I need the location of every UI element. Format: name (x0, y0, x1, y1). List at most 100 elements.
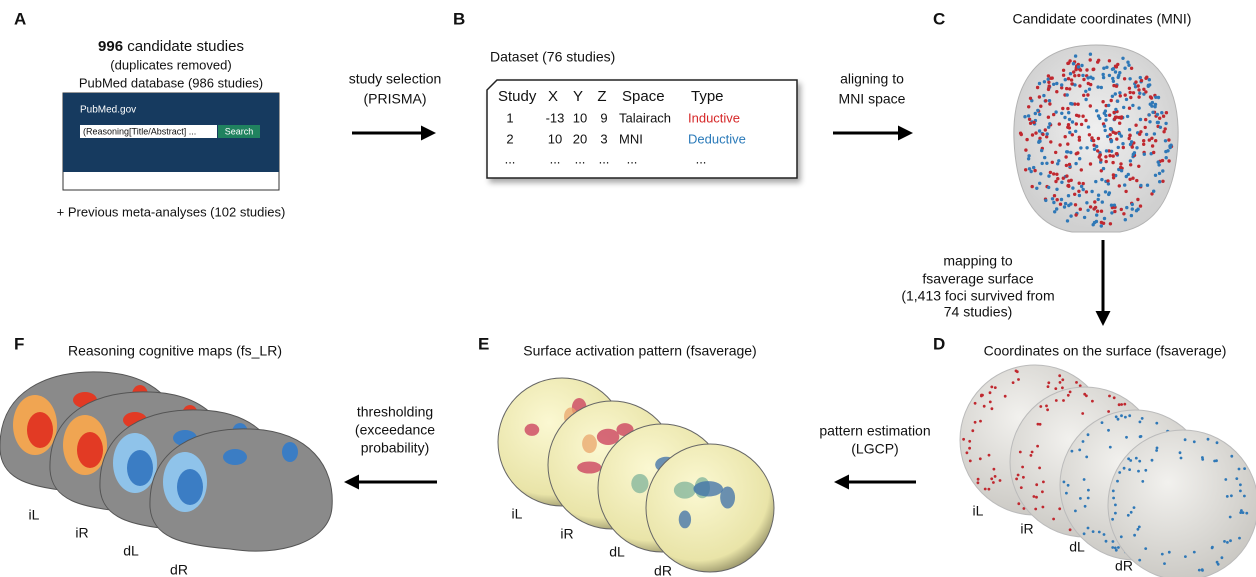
focus-dot (977, 481, 980, 484)
focus-dot (1047, 381, 1050, 384)
focus-dot (1082, 78, 1085, 81)
focus-dot (1027, 114, 1030, 117)
panel-a-heading: 996 candidate studies (98, 38, 244, 55)
panel-title: Coordinates on the surface (fsaverage) (984, 343, 1227, 359)
focus-dot (1127, 173, 1130, 176)
sphere-label: iL (512, 506, 523, 522)
focus-dot (1148, 120, 1151, 123)
focus-dot (1122, 146, 1125, 149)
focus-dot (1134, 80, 1137, 83)
focus-dot (1230, 455, 1233, 458)
focus-dot (1064, 78, 1067, 81)
focus-dot (1117, 146, 1120, 149)
focus-dot (1138, 133, 1141, 136)
panel-title: Candidate coordinates (MNI) (1013, 11, 1192, 27)
focus-dot (1012, 381, 1015, 384)
focus-dot (1070, 78, 1073, 81)
focus-dot (1024, 148, 1027, 151)
focus-dot (1025, 138, 1028, 141)
focus-dot (1207, 438, 1210, 441)
brain-label: dL (123, 543, 139, 559)
focus-dot (1047, 174, 1050, 177)
focus-dot (1213, 460, 1216, 463)
focus-dot (1020, 486, 1023, 489)
focus-dot (1112, 154, 1115, 157)
focus-dot (1090, 190, 1093, 193)
focus-dot (1074, 213, 1077, 216)
focus-dot (1112, 84, 1115, 87)
focus-dot (1130, 511, 1133, 514)
focus-dot (1067, 484, 1070, 487)
focus-dot (1078, 138, 1081, 141)
focus-dot (1128, 137, 1131, 140)
focus-dot (1066, 126, 1069, 129)
focus-dot (1180, 457, 1183, 460)
focus-dot (1115, 137, 1118, 140)
focus-dot (1078, 157, 1081, 160)
focus-dot (1114, 547, 1117, 550)
focus-dot (1087, 489, 1090, 492)
focus-dot (1104, 155, 1107, 158)
focus-dot (1107, 410, 1110, 413)
focus-dot (1139, 118, 1142, 121)
focus-dot (1125, 98, 1128, 101)
focus-dot (984, 488, 987, 491)
focus-dot (1102, 76, 1105, 79)
focus-dot (1085, 456, 1088, 459)
focus-dot (1048, 102, 1051, 105)
focus-dot (1038, 182, 1041, 185)
focus-dot (1104, 190, 1107, 193)
focus-dot (1053, 210, 1056, 213)
focus-dot (1079, 497, 1082, 500)
focus-dot (1144, 90, 1147, 93)
focus-dot (1035, 187, 1038, 190)
focus-dot (1063, 116, 1066, 119)
cortex-activation (282, 442, 298, 462)
focus-dot (1052, 113, 1055, 116)
focus-dot (1022, 476, 1025, 479)
focus-dot (1137, 88, 1140, 91)
focus-dot (1068, 118, 1071, 121)
focus-dot (1041, 133, 1044, 136)
focus-dot (1144, 77, 1147, 80)
table-cell: ... (627, 151, 638, 166)
panel-title: Reasoning cognitive maps (fs_LR) (68, 343, 282, 359)
focus-dot (1104, 129, 1107, 132)
focus-dot (1031, 451, 1034, 454)
activation-blob (693, 481, 723, 496)
focus-dot (1154, 139, 1157, 142)
focus-dot (1243, 467, 1246, 470)
focus-dot (1123, 467, 1126, 470)
arrow-label: (exceedance (355, 422, 435, 438)
focus-dot (1139, 421, 1142, 424)
focus-dot (1161, 159, 1164, 162)
focus-dot (1114, 65, 1117, 68)
focus-dot (1063, 481, 1066, 484)
focus-dot (1117, 546, 1120, 549)
focus-dot (1086, 209, 1089, 212)
focus-dot (1098, 531, 1101, 534)
focus-dot (1017, 378, 1020, 381)
focus-dot (1040, 149, 1043, 152)
focus-dot (1043, 80, 1046, 83)
focus-dot (1129, 159, 1132, 162)
focus-dot (1097, 59, 1100, 62)
focus-dot (1074, 162, 1077, 165)
focus-dot (1047, 116, 1050, 119)
focus-dot (1118, 71, 1121, 74)
focus-dot (1072, 62, 1075, 65)
focus-dot (1100, 178, 1103, 181)
focus-dot (1105, 66, 1108, 69)
focus-dot (1085, 201, 1088, 204)
focus-dot (1149, 95, 1152, 98)
focus-dot (1110, 99, 1113, 102)
focus-dot (1224, 478, 1227, 481)
focus-dot (1055, 188, 1058, 191)
focus-dot (1077, 74, 1080, 77)
focus-dot (1092, 207, 1095, 210)
focus-dot (1103, 125, 1106, 128)
focus-dot (1141, 417, 1144, 420)
focus-dot (1076, 103, 1079, 106)
focus-dot (1101, 200, 1104, 203)
focus-dot (1060, 198, 1063, 201)
